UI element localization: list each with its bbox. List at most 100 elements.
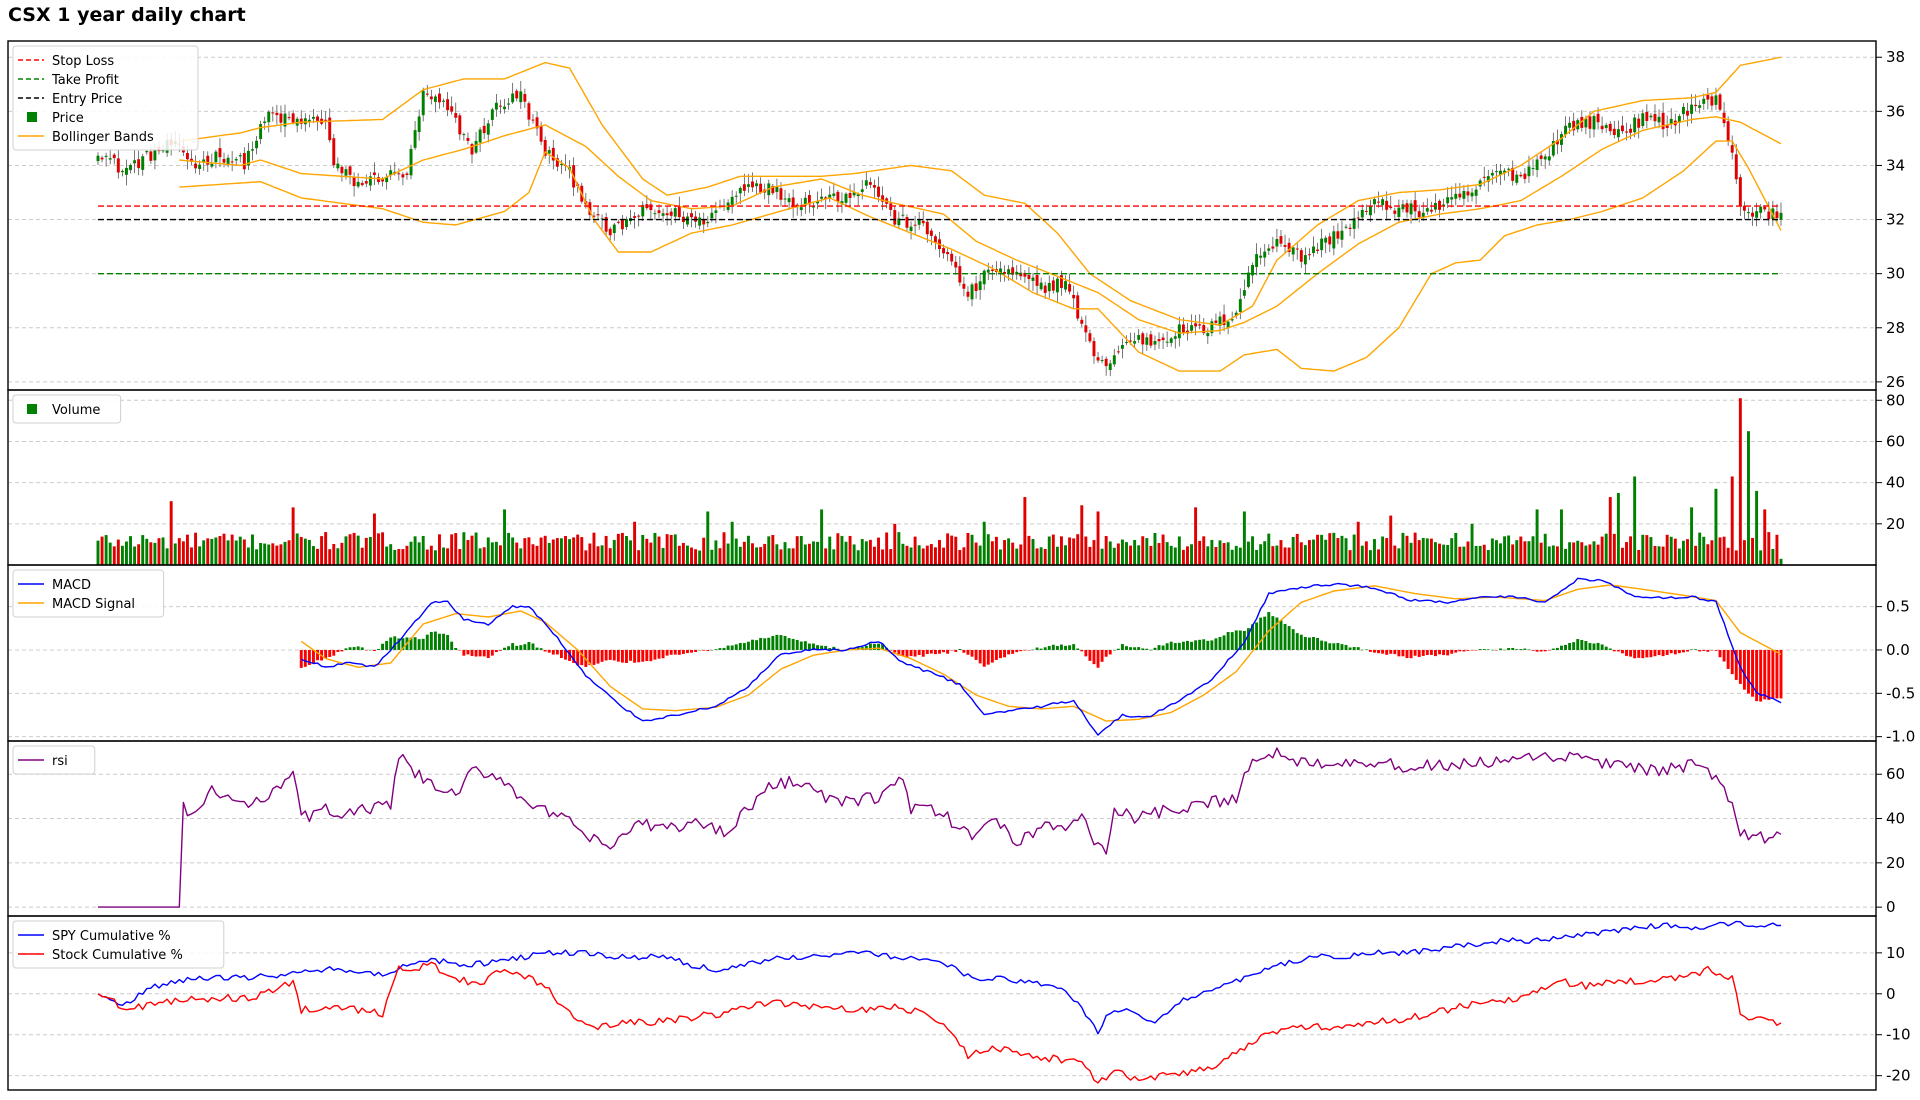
candle-body — [1226, 321, 1230, 328]
volume-bar — [1153, 533, 1157, 565]
macd-hist-bar — [1279, 620, 1283, 650]
macd-hist-bar — [1681, 649, 1685, 653]
candle-body — [1747, 212, 1750, 214]
macd-hist-bar — [722, 647, 726, 650]
candle-body — [710, 212, 714, 219]
candle-body — [311, 116, 315, 119]
macd-hist-bar — [438, 633, 441, 650]
macd-hist-bar — [1714, 649, 1718, 651]
macd-tick-label: -1.0 — [1886, 728, 1915, 746]
macd-hist-bar — [1084, 649, 1088, 657]
volume-bar — [970, 534, 974, 565]
candle-body — [612, 224, 616, 234]
candle-body — [1677, 116, 1681, 123]
volume-bar — [1775, 534, 1779, 565]
candle-body — [1312, 246, 1315, 254]
candle-body — [1393, 210, 1397, 214]
volume-bar — [381, 532, 385, 565]
candle-body — [832, 193, 836, 196]
volume-bar — [372, 513, 376, 565]
volume-bar — [1344, 538, 1348, 565]
macd-hist-bar — [1023, 649, 1027, 651]
candle-body — [153, 150, 157, 161]
macd-hist-bar — [763, 638, 767, 650]
volume-bar — [1015, 548, 1019, 565]
candle-body — [1490, 172, 1494, 176]
macd-hist-bar — [929, 649, 933, 654]
candle-body — [1287, 242, 1291, 252]
candle-body — [104, 155, 108, 157]
volume-bar — [860, 539, 864, 565]
candle-body — [803, 197, 807, 206]
candle-body — [1031, 277, 1035, 281]
candle-body — [555, 158, 559, 167]
macd-hist-bar — [600, 649, 604, 662]
macd-hist-bar — [1576, 639, 1580, 650]
candle-body — [1726, 121, 1730, 142]
macd-hist-bar — [881, 644, 885, 650]
candle-body — [1373, 199, 1376, 205]
macd-hist-bar — [1458, 649, 1462, 652]
candle-body — [950, 253, 954, 262]
macd-hist-bar — [1206, 640, 1210, 650]
macd-hist-bar — [694, 649, 698, 653]
candle-body — [1543, 156, 1547, 160]
volume-bar — [726, 543, 730, 565]
candle-body — [929, 230, 933, 236]
volume-bar — [466, 539, 470, 565]
macd-hist-bar — [1149, 649, 1153, 651]
volume-bar — [1450, 538, 1454, 565]
volume-bar — [1368, 550, 1372, 565]
macd-hist-bar — [458, 649, 462, 651]
volume-bar — [783, 542, 787, 565]
volume-bar — [1291, 537, 1295, 565]
volume-bar — [742, 541, 746, 565]
volume-bar — [1287, 547, 1291, 565]
candle-body — [462, 134, 466, 136]
candle-body — [1198, 324, 1202, 326]
candle-body — [442, 100, 446, 102]
macd-hist-bar — [311, 649, 315, 664]
volume-bar — [771, 535, 775, 565]
candle-body — [251, 149, 254, 151]
volume-bar — [1246, 541, 1250, 565]
candle-body — [1446, 197, 1450, 204]
macd-hist-bar — [909, 649, 913, 657]
volume-bar — [824, 548, 828, 565]
volume-bar — [190, 547, 193, 565]
macd-hist-bar — [324, 649, 328, 659]
macd-hist-bar — [1612, 649, 1616, 652]
volume-bar — [279, 544, 283, 565]
candle-body — [401, 174, 405, 178]
volume-bar — [1584, 545, 1588, 565]
candle-body — [116, 158, 120, 173]
volume-bar — [336, 548, 340, 565]
volume-bar — [1568, 542, 1572, 565]
macd-hist-bar — [1442, 649, 1446, 656]
volume-bar — [1734, 550, 1738, 565]
macd-tick-label: 0.5 — [1886, 598, 1910, 616]
volume-bar — [1555, 546, 1559, 565]
macd-hist-bar — [507, 646, 511, 650]
volume-bar — [592, 532, 596, 565]
macd-hist-bar — [539, 648, 543, 650]
macd-hist-bar — [1275, 617, 1279, 650]
volume-bar — [446, 548, 450, 565]
candle-body — [1222, 314, 1226, 326]
candle-body — [1706, 94, 1710, 100]
candle-body — [515, 90, 519, 99]
candle-body — [1645, 111, 1649, 121]
volume-bar — [1356, 521, 1360, 565]
candle-body — [1039, 282, 1043, 290]
volume-bar — [1023, 497, 1027, 565]
macd-hist-bar — [1543, 649, 1547, 652]
volume-bar — [291, 507, 295, 565]
volume-bar — [799, 536, 803, 565]
volume-bar — [836, 533, 840, 565]
volume-bar — [1494, 540, 1498, 565]
macd-hist-bar — [442, 633, 446, 650]
candle-body — [307, 119, 311, 123]
volume-bar — [1442, 544, 1446, 565]
candle-body — [1669, 118, 1673, 125]
volume-bar — [259, 543, 263, 565]
